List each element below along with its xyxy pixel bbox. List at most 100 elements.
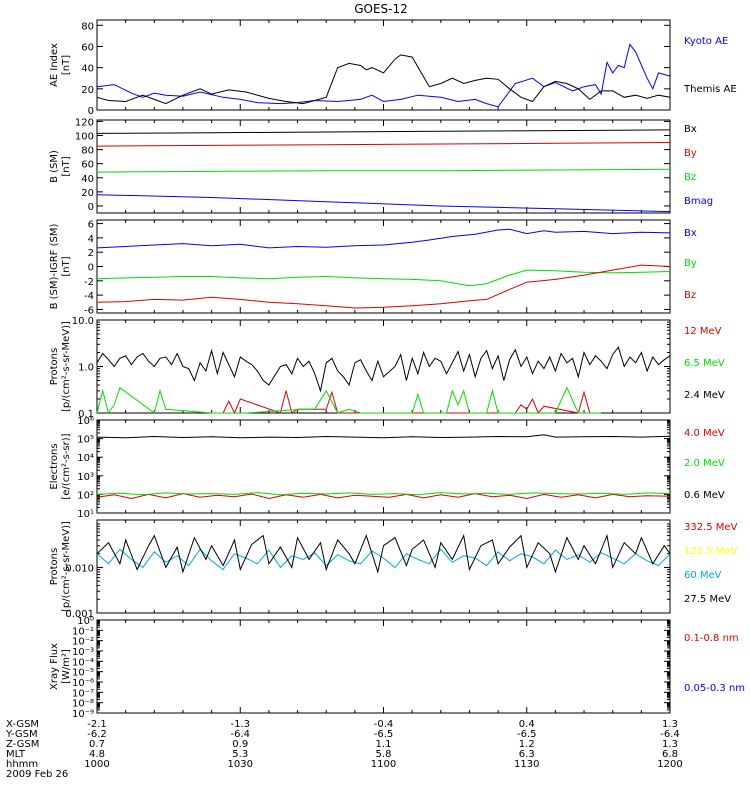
- legend-entry: 27.5 MeV: [684, 594, 731, 605]
- series-line: [96, 434, 671, 439]
- y-tick-label: 0: [88, 263, 94, 274]
- y-tick-label: 10⁻⁷: [72, 688, 94, 699]
- y-axis-label: B (SM): [49, 150, 60, 183]
- y-axis-label: Protons: [49, 548, 60, 585]
- series-line: [96, 129, 671, 134]
- series-line: [96, 142, 671, 147]
- figure-title: GOES-12: [354, 2, 408, 16]
- y-tick-label: 100: [75, 132, 94, 143]
- y-tick-label: 10⁰: [77, 616, 94, 627]
- x-axis-value: 1.2: [519, 739, 535, 750]
- y-tick-label: 0: [88, 106, 94, 117]
- y-tick-label: -6: [84, 305, 94, 316]
- x-axis-value: -2.1: [87, 719, 107, 730]
- y-axis-label: [p/(cm²-s-sr-MeV)]: [61, 321, 72, 412]
- series-line: [96, 346, 671, 393]
- y-tick-label: 40: [81, 174, 94, 185]
- y-tick-label: 1.0: [78, 363, 94, 374]
- y-axis-label: [nT]: [61, 256, 72, 276]
- legend-entry: Bmag: [684, 196, 713, 207]
- panel-6: 0.001 0.010 Protons [p/(cm²-s-sr-MeV)] 332.5…: [49, 519, 738, 620]
- x-axis-row-label: MLT: [6, 749, 26, 760]
- y-tick-label: 60: [81, 160, 94, 171]
- legend-entry: 332.5 MeV: [684, 522, 738, 533]
- y-tick-label: 10³: [77, 472, 94, 483]
- series-line: [96, 386, 602, 415]
- y-tick-label: 10⁻⁸: [72, 699, 94, 710]
- legend-entry: 6.5 MeV: [684, 358, 725, 369]
- panel-frame: [96, 619, 671, 714]
- y-tick-label: 10²: [77, 490, 94, 501]
- x-axis-value: -1.3: [230, 719, 250, 730]
- y-tick-label: 6: [88, 220, 94, 231]
- panel-frame: [96, 119, 671, 214]
- x-axis-row-label: Z-GSM: [6, 739, 39, 750]
- y-axis-label: Electrons: [49, 443, 60, 489]
- x-axis-value: 1100: [371, 759, 396, 770]
- panel-frame: [96, 219, 671, 314]
- series-line: [96, 493, 671, 500]
- series-line: [96, 228, 671, 249]
- y-tick-label: 10⁻¹: [72, 626, 94, 637]
- x-axis-value: 1200: [657, 759, 682, 770]
- legend-entry: Bz: [684, 172, 696, 183]
- x-axis-value: -6.5: [517, 729, 537, 740]
- y-tick-label: 10⁻³: [72, 647, 94, 658]
- x-axis-value: 4.8: [89, 749, 105, 760]
- y-tick-label: 20: [81, 188, 94, 199]
- x-axis-row-label: hhmm: [6, 759, 38, 770]
- legend-entry: 2.0 MeV: [684, 458, 725, 469]
- x-axis-value: 0.4: [519, 719, 535, 730]
- legend-entry: By: [684, 258, 697, 269]
- y-tick-label: 10⁴: [77, 453, 94, 464]
- y-tick-label: 80: [81, 21, 94, 32]
- panel-2: 0 20 40 60 80 100 120 B (SM) [nT] Bx By Bz Bmag: [49, 117, 713, 214]
- x-axis-value: 1000: [84, 759, 109, 770]
- y-tick-label: 0.001: [65, 609, 94, 620]
- y-tick-label: 10⁻⁶: [72, 678, 94, 689]
- series-line: [96, 548, 671, 571]
- legend-entry: Bx: [684, 124, 697, 135]
- x-axis-value: -6.5: [374, 729, 394, 740]
- y-tick-label: 0.1: [78, 409, 94, 420]
- legend-entry: 122.5 MeV: [684, 546, 738, 557]
- panel-frame: [96, 519, 671, 614]
- panel-frame: [96, 419, 671, 514]
- series-line: [96, 43, 671, 108]
- y-axis-label: B (SM)-IGRF (SM): [49, 224, 60, 310]
- y-axis-label: [e/(cm²-s-sr)]: [61, 433, 72, 499]
- y-tick-label: 10.0: [72, 316, 94, 327]
- x-axis-value: -6.4: [660, 729, 680, 740]
- series-line: [96, 533, 671, 574]
- legend-entry: 0.1-0.8 nm: [684, 633, 739, 644]
- x-axis-value: 0.9: [232, 739, 248, 750]
- x-axis-value: 5.8: [376, 749, 392, 760]
- panel-1: 0 20 40 60 80 AE Index [nT] Kyoto AE Themis AE: [49, 19, 737, 117]
- y-axis-label: Protons: [49, 348, 60, 385]
- y-axis-label: Xray Flux: [49, 643, 60, 690]
- legend-entry: 0.05-0.3 nm: [684, 683, 745, 694]
- y-tick-label: 40: [81, 64, 94, 75]
- y-tick-label: -4: [84, 291, 94, 302]
- x-axis-value: 1.3: [662, 719, 678, 730]
- x-axis-value: -6.2: [87, 729, 107, 740]
- y-tick-label: 10¹: [77, 509, 94, 520]
- x-axis-value: 5.3: [232, 749, 248, 760]
- panel-3: -6 -4 -2 0 2 4 6 B (SM)-IGRF (SM) [nT] Bx By Bz: [49, 219, 697, 316]
- series-line: [96, 492, 671, 496]
- x-axis-value: -0.4: [374, 719, 394, 730]
- x-axis-value: 0.7: [89, 739, 105, 750]
- y-tick-label: 10⁻²: [72, 637, 94, 648]
- panel-4: 0.1 1.0 10.0 Protons [p/(cm²-s-sr-MeV)] 12 Me…: [49, 316, 725, 420]
- legend-entry: Themis AE: [683, 84, 737, 95]
- y-tick-label: 20: [81, 85, 94, 96]
- panel-7: 10⁻⁹10⁻⁸10⁻⁷10⁻⁶10⁻⁵10⁻⁴10⁻³10⁻²10⁻¹10⁰ X…: [49, 616, 745, 720]
- y-tick-label: 10⁻⁵: [72, 668, 94, 679]
- y-tick-label: 60: [81, 42, 94, 53]
- y-tick-label: 80: [81, 146, 94, 157]
- series-line: [96, 168, 671, 173]
- x-axis-value: 1030: [228, 759, 253, 770]
- legend-entry: 0.6 MeV: [684, 490, 725, 501]
- x-axis-value: 6.8: [662, 749, 678, 760]
